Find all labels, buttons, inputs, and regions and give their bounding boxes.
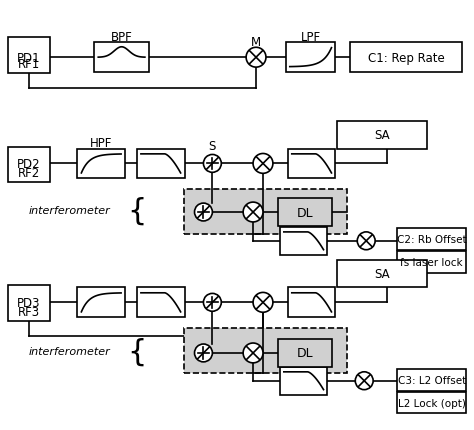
FancyBboxPatch shape — [183, 190, 347, 234]
Text: LPF: LPF — [301, 31, 321, 44]
Bar — [278, 339, 332, 367]
Text: HPF: HPF — [90, 137, 112, 150]
Bar — [397, 392, 466, 414]
Text: L2 Lock (opt): L2 Lock (opt) — [398, 398, 465, 408]
Text: fs laser lock: fs laser lock — [401, 257, 463, 267]
Bar — [350, 43, 463, 73]
Bar — [397, 251, 466, 273]
Circle shape — [194, 344, 212, 362]
Text: interferometer: interferometer — [28, 346, 110, 356]
Bar — [8, 147, 50, 183]
Bar — [397, 228, 466, 250]
Circle shape — [203, 155, 221, 173]
Circle shape — [243, 203, 263, 222]
Text: C2: Rb Offset: C2: Rb Offset — [397, 234, 466, 244]
Bar — [288, 149, 336, 179]
Text: DL: DL — [297, 206, 313, 219]
Text: RF3: RF3 — [18, 305, 40, 318]
Text: DL: DL — [297, 347, 313, 359]
Text: C1: Rep Rate: C1: Rep Rate — [367, 52, 444, 64]
Circle shape — [356, 372, 373, 390]
Bar — [280, 367, 328, 395]
Circle shape — [357, 232, 375, 250]
Text: S: S — [209, 140, 216, 153]
Text: RF1: RF1 — [18, 58, 40, 71]
Circle shape — [253, 154, 273, 174]
Bar — [337, 121, 427, 149]
Bar — [286, 43, 336, 73]
Circle shape — [194, 204, 212, 221]
Text: C3: L2 Offset: C3: L2 Offset — [398, 375, 466, 385]
Text: PD1: PD1 — [17, 52, 41, 64]
Bar — [397, 369, 466, 391]
Text: {: { — [127, 337, 146, 366]
Text: interferometer: interferometer — [28, 206, 110, 215]
Bar — [77, 288, 125, 317]
Bar — [137, 288, 184, 317]
Text: SA: SA — [374, 267, 390, 280]
Text: RF2: RF2 — [18, 166, 40, 179]
Circle shape — [203, 294, 221, 312]
Text: BPF: BPF — [111, 31, 132, 44]
Bar — [288, 288, 336, 317]
Bar — [337, 260, 427, 288]
Bar — [137, 149, 184, 179]
FancyBboxPatch shape — [183, 329, 347, 373]
Bar — [8, 286, 50, 322]
Text: SA: SA — [374, 129, 390, 142]
Circle shape — [243, 343, 263, 363]
Bar — [94, 43, 149, 73]
Circle shape — [246, 48, 266, 68]
Text: {: { — [127, 196, 146, 225]
Text: PD3: PD3 — [17, 296, 41, 309]
Text: PD2: PD2 — [17, 157, 41, 170]
Bar — [280, 227, 328, 255]
Circle shape — [253, 293, 273, 313]
Bar — [8, 38, 50, 74]
Bar — [278, 199, 332, 226]
Text: M: M — [251, 36, 261, 49]
Bar — [77, 149, 125, 179]
